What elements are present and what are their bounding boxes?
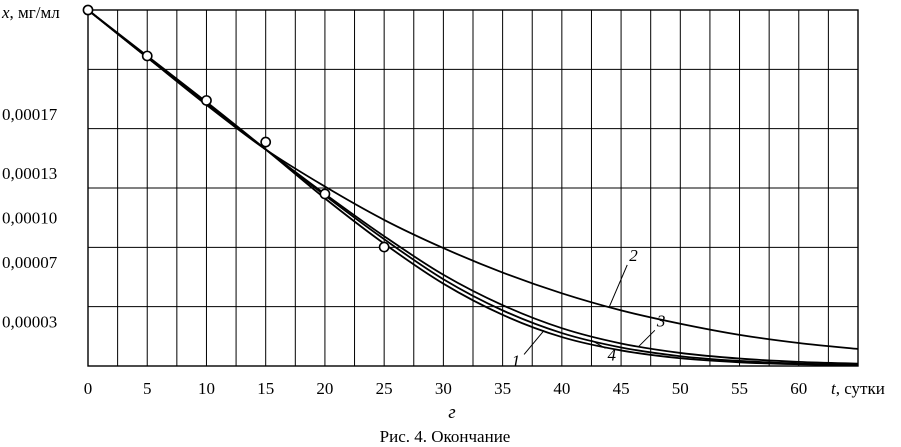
x-tick-label: 10 <box>198 379 215 398</box>
x-tick-label: 50 <box>672 379 689 398</box>
data-markers <box>82 4 390 253</box>
data-point-marker <box>260 136 272 148</box>
y-tick-label: 0,00007 <box>2 253 58 272</box>
y-tick-label: 0,00013 <box>2 164 57 183</box>
x-tick-label: 30 <box>435 379 452 398</box>
y-tick-label: 0,00010 <box>2 209 57 228</box>
data-point-marker <box>141 50 153 62</box>
data-point-marker <box>82 4 94 16</box>
x-axis-var: t <box>831 379 837 398</box>
curve-label-leader <box>591 339 606 349</box>
plot-frame <box>87 9 859 367</box>
curve-label-leader <box>638 329 656 347</box>
curve-label-3: 3 <box>656 311 666 330</box>
x-tick-label: 35 <box>494 379 511 398</box>
x-tick-label: 15 <box>257 379 274 398</box>
figure-caption: Рис. 4. Окончание <box>380 427 511 446</box>
grid <box>87 9 859 367</box>
data-point-marker <box>201 95 212 106</box>
curve-label-leader <box>523 330 545 355</box>
x-tick-label: 45 <box>613 379 630 398</box>
x-tick-label: 0 <box>84 379 93 398</box>
x-tick-label: 60 <box>790 379 807 398</box>
x-axis-title: t, сутки <box>831 379 885 398</box>
panel-label: г <box>448 402 455 423</box>
curve-label-4: 4 <box>607 345 616 364</box>
y-axis-var: x <box>1 3 10 22</box>
data-point-marker <box>319 188 331 200</box>
x-tick-label: 25 <box>376 379 393 398</box>
data-point-marker <box>378 241 390 253</box>
y-tick-label: 0,00017 <box>2 105 58 124</box>
labels: 0 5 10 15 20 25 30 35 40 45 50 55 60 0,00003 0,00007 0,… <box>2 105 807 398</box>
y-tick-label: 0,00003 <box>2 313 57 332</box>
y-axis-title: x, мг/мл <box>1 3 60 22</box>
curve-label-leaders <box>523 264 656 355</box>
curve-label-2: 2 <box>629 246 638 265</box>
x-tick-label: 20 <box>316 379 333 398</box>
x-tick-label: 5 <box>143 379 152 398</box>
curve-label-1: 1 <box>512 351 521 370</box>
x-tick-label: 40 <box>553 379 570 398</box>
curve-label-leader <box>608 264 628 308</box>
y-axis-unit: , мг/мл <box>10 3 61 22</box>
x-axis-unit: , сутки <box>836 379 885 398</box>
x-tick-label: 55 <box>731 379 748 398</box>
